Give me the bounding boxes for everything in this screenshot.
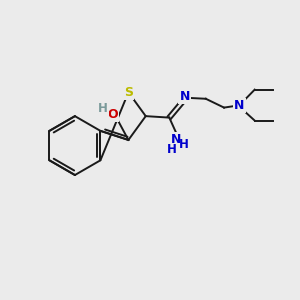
Text: H: H (179, 138, 189, 151)
Text: H: H (167, 142, 177, 156)
Text: O: O (107, 108, 118, 121)
Text: N: N (171, 133, 181, 146)
Text: N: N (234, 99, 244, 112)
Text: S: S (124, 86, 133, 99)
Text: N: N (179, 91, 190, 103)
Text: H: H (98, 102, 108, 115)
